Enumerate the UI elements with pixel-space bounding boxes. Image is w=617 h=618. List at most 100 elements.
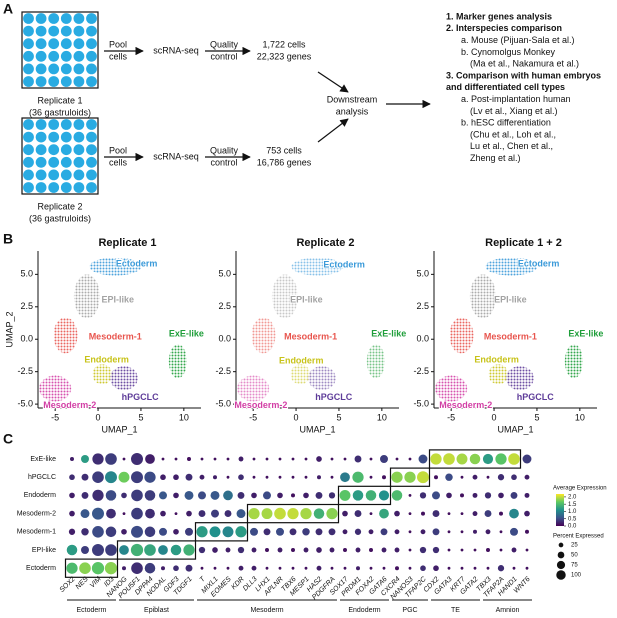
expression-dot: [291, 475, 295, 479]
expression-dot: [510, 491, 518, 499]
cell-cluster: [237, 375, 270, 402]
expression-dot: [70, 457, 74, 461]
cell-cluster: [307, 366, 336, 391]
expression-dot: [291, 566, 295, 570]
expression-dot: [472, 474, 478, 480]
expression-dot: [460, 493, 464, 498]
expression-dot: [278, 457, 282, 461]
gastruloid: [86, 38, 97, 50]
gastruloid-plate: [21, 11, 99, 89]
expression-dot: [497, 565, 505, 572]
expression-dot: [408, 512, 412, 516]
expression-dot: [79, 562, 91, 575]
expression-dot: [342, 510, 348, 517]
expression-dot: [291, 457, 295, 461]
expression-dot: [315, 528, 323, 536]
x-axis-label: UMAP_1: [299, 424, 335, 434]
group-label: Epiblast: [144, 607, 169, 614]
gene-count: 22,323 genes: [257, 51, 312, 61]
expression-dot: [408, 457, 412, 461]
highlight-box: [246, 503, 340, 524]
row-label: Ectoderm: [26, 565, 56, 572]
highlight-box: [389, 467, 431, 487]
expression-dot: [131, 507, 143, 520]
expression-dot: [447, 566, 451, 570]
expression-dot: [378, 490, 390, 501]
expression-dot: [456, 453, 468, 465]
expression-dot: [92, 525, 104, 538]
expression-dot: [420, 529, 426, 535]
expression-dot: [525, 566, 529, 570]
arrow: [317, 118, 349, 143]
gastruloid: [73, 156, 85, 168]
expression-dot: [419, 492, 427, 499]
expression-dot: [238, 474, 244, 481]
y-tick-label: 2.5: [20, 301, 33, 311]
cluster-label: Ectoderm: [116, 258, 158, 268]
gastruloid-plate: [21, 117, 99, 195]
highlight-box: [194, 522, 249, 542]
gastruloid: [48, 76, 60, 87]
row-label: Endoderm: [24, 492, 56, 499]
step-label: Quality: [210, 145, 239, 155]
expression-dot: [131, 562, 143, 575]
y-tick-label: 2.5: [416, 301, 429, 311]
colorbar-label: 2.0: [568, 494, 577, 500]
expression-dot: [509, 508, 519, 519]
step-label: control: [210, 51, 237, 61]
gastruloid: [73, 182, 85, 193]
expression-dot: [170, 544, 182, 556]
analysis-heading: and differentiated cell types: [446, 82, 565, 92]
expression-dot: [80, 509, 90, 519]
expression-dot: [161, 566, 165, 571]
expression-dot: [525, 529, 529, 534]
row-label: Mesoderm-2: [17, 510, 56, 517]
step-label: Pool: [109, 39, 127, 49]
y-tick-label: -2.5: [17, 366, 33, 376]
cell-cluster: [73, 274, 100, 319]
expression-dot: [238, 456, 244, 462]
group-label: Mesoderm: [250, 607, 283, 614]
expression-dot: [511, 547, 517, 553]
expression-dot: [131, 489, 143, 502]
gastruloid: [23, 119, 34, 130]
gastruloid: [35, 144, 47, 156]
cluster-label: Mesoderm-2: [439, 400, 492, 410]
expression-dot: [369, 566, 373, 570]
expression-dot: [276, 527, 284, 536]
expression-dot: [277, 492, 283, 499]
expression-dot: [121, 528, 127, 535]
expression-dot: [460, 530, 464, 534]
gastruloid: [48, 119, 60, 130]
expression-dot: [186, 510, 192, 517]
expression-dot: [144, 526, 156, 538]
gastruloid: [60, 131, 72, 143]
gastruloid: [73, 38, 85, 50]
gastruloid: [23, 25, 34, 37]
gastruloid: [73, 50, 85, 62]
expression-dot: [252, 475, 256, 479]
expression-dot: [265, 548, 269, 552]
expression-dot: [408, 530, 412, 534]
expression-dot: [460, 475, 464, 479]
expression-dot: [486, 475, 490, 479]
expression-dot: [316, 565, 322, 571]
expression-dot: [316, 456, 322, 462]
expression-dot: [472, 492, 478, 498]
row-label: hPGCLC: [28, 474, 56, 481]
x-tick-label: 5: [534, 412, 539, 422]
row-label: Mesoderm-1: [17, 529, 56, 536]
expression-dot: [196, 526, 208, 538]
cell-cluster: [505, 366, 534, 391]
expression-dot: [460, 512, 464, 516]
cluster-label: ExE-like: [371, 328, 406, 338]
analysis-item: (Ma et al., Nakamura et al.): [470, 59, 579, 69]
expression-dot: [105, 490, 117, 501]
y-tick-label: 5.0: [20, 269, 33, 279]
analysis-item: Zheng et al.): [470, 153, 521, 163]
y-tick-label: 0.0: [20, 334, 33, 344]
gastruloid: [48, 13, 60, 24]
cluster-label: EPI-like: [494, 295, 527, 305]
expression-dot: [432, 528, 440, 536]
expression-dot: [525, 548, 529, 552]
